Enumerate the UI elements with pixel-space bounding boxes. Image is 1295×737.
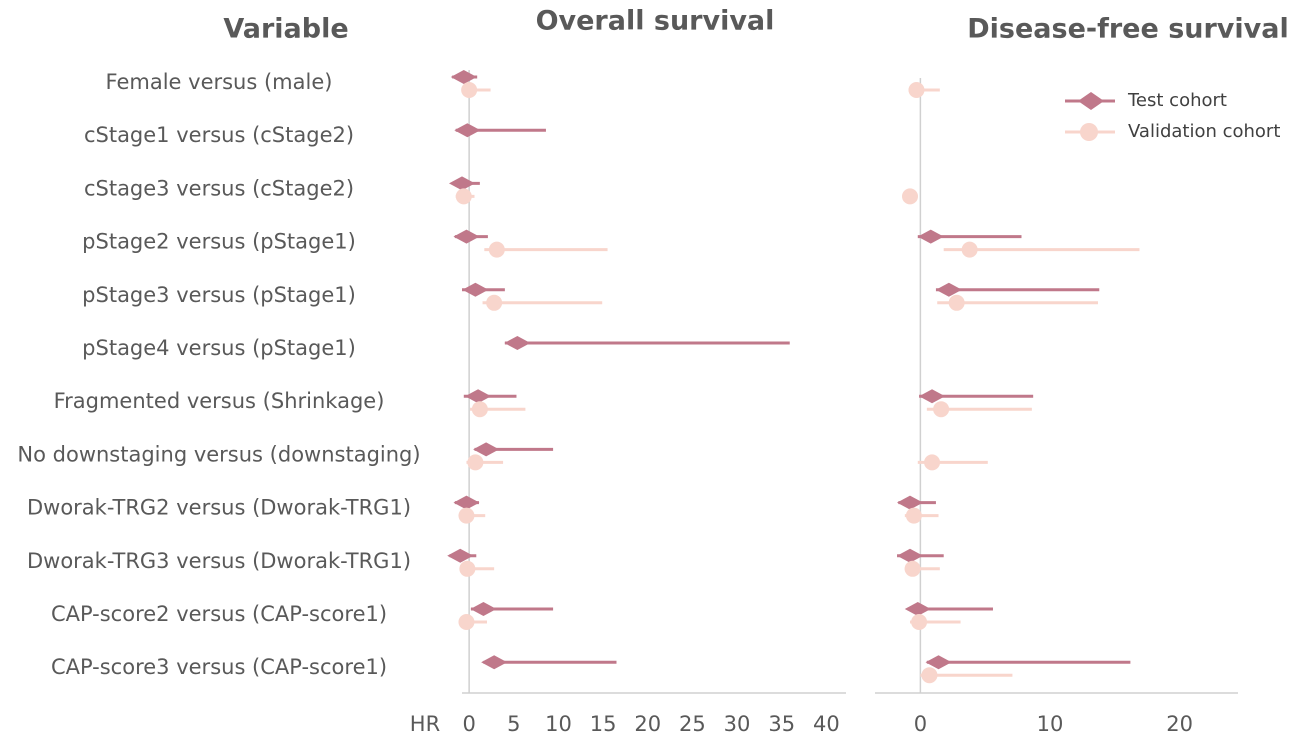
x-axis-label: HR: [410, 712, 440, 736]
x-tick-label: 40: [813, 712, 840, 736]
point-marker: [905, 507, 922, 524]
point-marker: [453, 495, 480, 510]
legend-marker: [1078, 92, 1104, 110]
point-marker: [467, 454, 484, 471]
point-marker: [908, 82, 925, 98]
point-marker: [904, 602, 931, 616]
x-tick-label: 5: [507, 712, 520, 736]
category-label: CAP-score2 versus (CAP-score1): [51, 602, 387, 626]
point-marker: [961, 241, 978, 258]
chart-title: Disease-free survival: [967, 14, 1288, 45]
x-tick-label: 10: [545, 712, 572, 736]
category-label: cStage1 versus (cStage2): [84, 123, 354, 147]
legend-label: Test cohort: [1127, 90, 1227, 111]
x-tick-label: 0: [462, 712, 475, 736]
point-marker: [471, 401, 488, 418]
category-label: pStage3 versus (pStage1): [82, 283, 356, 307]
x-tick-label: 20: [634, 712, 661, 736]
point-marker: [458, 507, 475, 524]
x-tick-label: 35: [768, 712, 795, 736]
point-marker: [904, 560, 921, 577]
point-marker: [470, 602, 497, 616]
point-marker: [461, 82, 478, 98]
category-label: Dworak-TRG2 versus (Dworak-TRG1): [27, 496, 411, 520]
point-marker: [465, 389, 492, 404]
x-tick-label: 25: [679, 712, 706, 736]
point-marker: [454, 123, 481, 138]
point-marker: [459, 560, 476, 577]
x-tick-label: 10: [1037, 712, 1064, 736]
point-marker: [481, 655, 508, 670]
point-marker: [453, 229, 480, 244]
point-marker: [462, 282, 489, 297]
point-marker: [473, 442, 500, 457]
point-marker: [897, 548, 924, 563]
point-marker: [450, 70, 477, 84]
category-label: pStage4 versus (pStage1): [82, 336, 356, 360]
point-marker: [924, 454, 941, 471]
category-title: Variable: [223, 14, 348, 45]
x-tick-label: 30: [724, 712, 751, 736]
point-marker: [921, 667, 938, 684]
category-label: Dworak-TRG3 versus (Dworak-TRG1): [27, 549, 411, 573]
point-marker: [925, 655, 952, 670]
point-marker: [504, 336, 531, 350]
point-marker: [447, 548, 474, 563]
point-marker: [933, 401, 950, 418]
point-marker: [919, 389, 946, 404]
category-label: No downstaging versus (downstaging): [17, 442, 420, 466]
point-marker: [897, 495, 924, 510]
point-marker: [917, 229, 944, 244]
point-marker: [486, 294, 503, 311]
point-marker: [911, 614, 928, 630]
point-marker: [455, 188, 472, 205]
legend-label: Validation cohort: [1128, 121, 1280, 142]
point-marker: [935, 282, 962, 297]
point-marker: [902, 188, 919, 205]
category-label: cStage3 versus (cStage2): [84, 176, 354, 200]
chart-title: Overall survival: [536, 6, 775, 37]
legend-marker: [1080, 123, 1098, 141]
x-tick-label: 20: [1166, 712, 1193, 736]
point-marker: [488, 241, 505, 258]
category-label: Fragmented versus (Shrinkage): [54, 389, 385, 413]
category-label: Female versus (male): [106, 70, 333, 94]
x-tick-label: 0: [914, 712, 927, 736]
point-marker: [458, 614, 475, 630]
category-label: pStage2 versus (pStage1): [82, 230, 356, 254]
point-marker: [948, 294, 965, 311]
x-tick-label: 15: [590, 712, 617, 736]
category-label: CAP-score3 versus (CAP-score1): [51, 655, 387, 679]
point-marker: [449, 176, 475, 191]
